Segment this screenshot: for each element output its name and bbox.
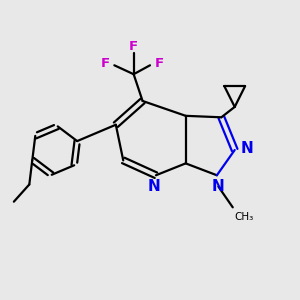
Text: F: F bbox=[129, 40, 138, 53]
Text: F: F bbox=[155, 57, 164, 70]
Text: N: N bbox=[241, 141, 253, 156]
Text: CH₃: CH₃ bbox=[234, 212, 254, 222]
Text: N: N bbox=[212, 179, 225, 194]
Text: N: N bbox=[147, 179, 160, 194]
Text: F: F bbox=[100, 57, 110, 70]
